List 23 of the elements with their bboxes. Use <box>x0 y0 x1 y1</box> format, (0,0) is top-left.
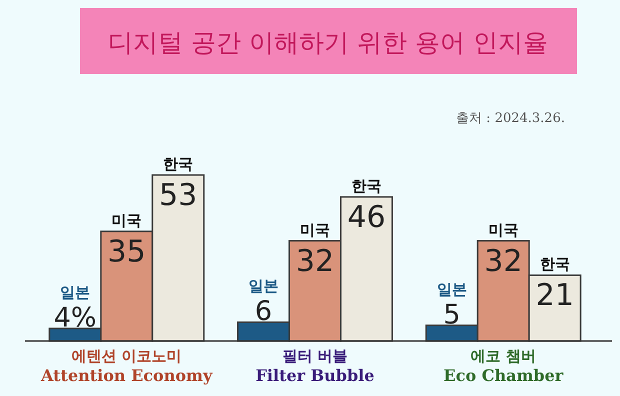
text: 미국 <box>488 220 518 239</box>
chart-title: 디지털 공간 이해하기 위한 용어 인지율 <box>108 28 548 57</box>
data-label: 53 <box>159 178 198 213</box>
x-tick-label: 에코 챔버 Eco Chamber <box>444 347 564 385</box>
text: 한국 <box>351 176 382 195</box>
x-tick-label: 필터 버블 Filter Bubble <box>256 347 374 385</box>
data-label: 6 <box>254 296 272 328</box>
data-label: 32 <box>484 244 522 279</box>
data-label: 5 <box>443 299 460 330</box>
data-label: 21 <box>536 278 574 314</box>
x-tick-label: 에텐션 이코노미 Attention Economy <box>40 347 213 385</box>
text: 일본 <box>248 277 279 296</box>
text: 일본 <box>436 280 467 298</box>
series-label: 일본 <box>60 283 90 302</box>
text: 미국 <box>300 220 330 239</box>
source-note: 출처 : 2024.3.26. <box>456 111 565 126</box>
data-label: 46 <box>347 200 386 235</box>
text: 한국 <box>540 255 570 274</box>
data-label: 4% <box>54 302 97 334</box>
series-label: 한국 <box>163 155 194 173</box>
data-label: 32 <box>296 244 334 279</box>
series-label: 미국 <box>112 211 142 230</box>
data-label: 35 <box>108 234 146 270</box>
